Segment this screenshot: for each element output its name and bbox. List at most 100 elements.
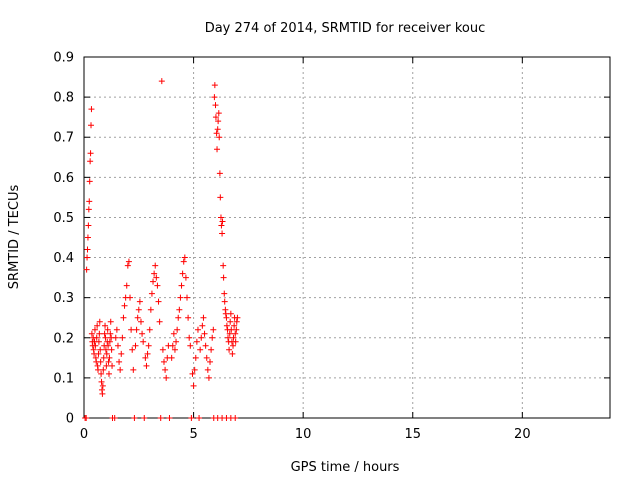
- data-point: [187, 342, 194, 349]
- data-point: [219, 218, 226, 225]
- data-point: [97, 346, 104, 353]
- data-point: [216, 134, 223, 141]
- data-point: [95, 350, 102, 357]
- data-point: [199, 322, 206, 329]
- y-tick-label: 0.3: [53, 291, 74, 306]
- plot-frame: [83, 56, 611, 419]
- data-point: [133, 326, 140, 333]
- data-points: [82, 78, 241, 421]
- data-point: [154, 282, 161, 289]
- data-point: [153, 274, 160, 281]
- y-tick-label: 0.4: [53, 251, 74, 266]
- chart-title: Day 274 of 2014, SRMTID for receiver kou…: [205, 21, 486, 36]
- data-point: [134, 314, 141, 321]
- data-point: [142, 354, 149, 361]
- data-point: [88, 330, 95, 337]
- data-point: [86, 198, 93, 205]
- data-point: [194, 326, 201, 333]
- data-point: [178, 282, 185, 289]
- data-point: [198, 334, 205, 341]
- data-point: [156, 318, 163, 325]
- data-point: [132, 342, 139, 349]
- data-point: [84, 254, 91, 261]
- data-point: [176, 306, 183, 313]
- data-point: [87, 158, 94, 165]
- data-point: [233, 318, 240, 325]
- data-point: [222, 310, 229, 317]
- data-point: [124, 262, 131, 269]
- data-point: [192, 354, 199, 361]
- data-point: [205, 374, 212, 381]
- data-point: [227, 310, 234, 317]
- data-point: [93, 334, 100, 341]
- data-point: [105, 342, 112, 349]
- x-tick-label: 15: [404, 427, 421, 442]
- data-point: [143, 362, 150, 369]
- data-point: [135, 306, 142, 313]
- data-point: [191, 366, 198, 373]
- data-point: [181, 254, 188, 261]
- data-point: [208, 346, 215, 353]
- data-point: [207, 358, 214, 365]
- data-point: [106, 354, 113, 361]
- data-point: [211, 94, 218, 101]
- data-point: [127, 294, 134, 301]
- data-point: [121, 302, 128, 309]
- data-point: [170, 330, 177, 337]
- data-point: [85, 222, 92, 229]
- data-point: [128, 326, 135, 333]
- data-point: [100, 354, 107, 361]
- data-point: [117, 366, 124, 373]
- data-point: [213, 130, 220, 137]
- data-point: [92, 342, 99, 349]
- data-point: [160, 358, 167, 365]
- x-tick-label: 10: [295, 427, 312, 442]
- data-point: [130, 366, 137, 373]
- data-point: [219, 230, 226, 237]
- data-point: [102, 322, 109, 329]
- data-point: [98, 370, 105, 377]
- data-point: [95, 366, 102, 373]
- data-point: [196, 415, 203, 421]
- data-point: [217, 214, 224, 221]
- data-point: [96, 330, 103, 337]
- data-point: [87, 150, 94, 157]
- data-point: [203, 354, 210, 361]
- data-point: [119, 334, 126, 341]
- data-point: [84, 234, 91, 241]
- data-point: [99, 382, 106, 389]
- data-point: [173, 338, 180, 345]
- data-point: [144, 350, 151, 357]
- data-point: [220, 274, 227, 281]
- data-point: [215, 118, 222, 125]
- data-point: [232, 415, 239, 421]
- data-point: [186, 334, 193, 341]
- data-point: [100, 366, 107, 373]
- data-point: [202, 342, 209, 349]
- data-point: [220, 262, 227, 269]
- data-point: [104, 326, 111, 333]
- data-point: [218, 222, 225, 229]
- data-point: [231, 322, 238, 329]
- data-point: [88, 122, 95, 129]
- data-point: [229, 350, 236, 357]
- data-point: [200, 314, 207, 321]
- data-point: [102, 346, 109, 353]
- data-point: [157, 415, 164, 421]
- data-point: [159, 346, 166, 353]
- data-point: [99, 390, 106, 397]
- data-point: [150, 278, 157, 285]
- data-point: [120, 314, 127, 321]
- data-point: [188, 415, 195, 421]
- data-point: [210, 326, 217, 333]
- data-point: [162, 366, 169, 373]
- data-point: [145, 342, 152, 349]
- data-point: [221, 298, 228, 305]
- data-point: [217, 194, 224, 201]
- data-point: [212, 114, 219, 121]
- data-point: [152, 262, 159, 269]
- data-point: [209, 334, 216, 341]
- y-tick-label: 0.5: [53, 211, 74, 226]
